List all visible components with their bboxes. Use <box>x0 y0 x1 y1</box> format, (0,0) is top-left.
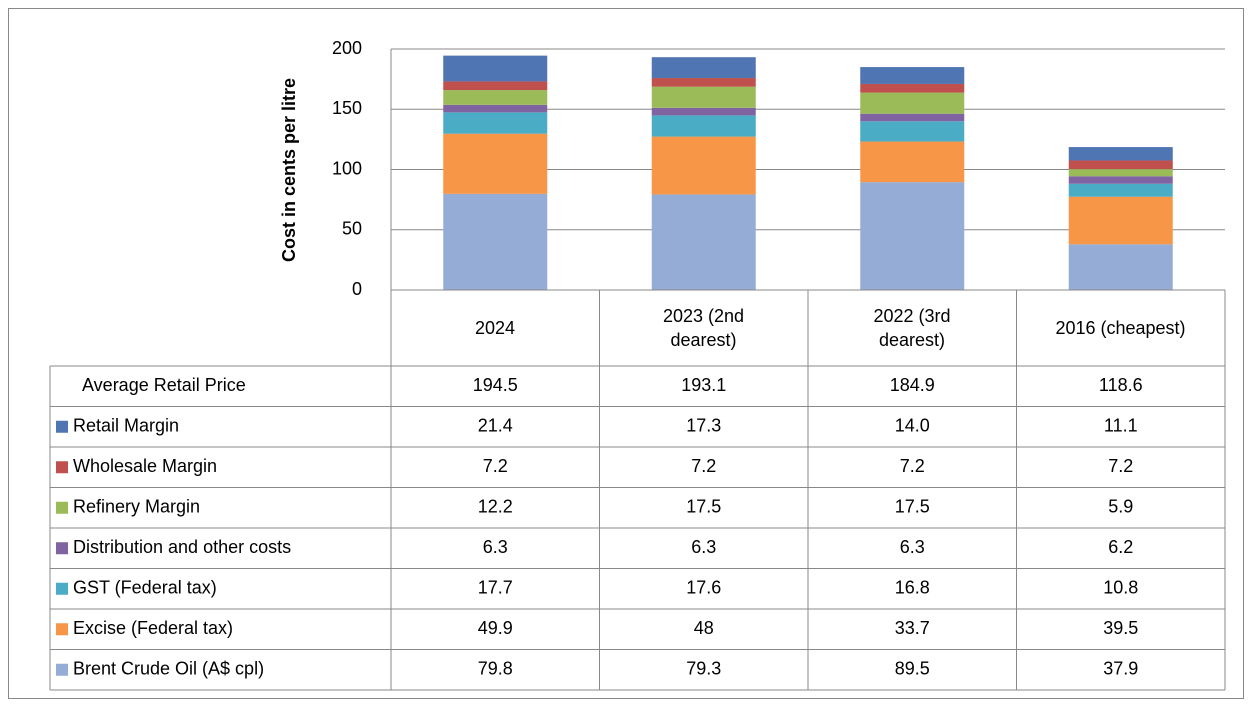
bar-segment <box>860 67 965 84</box>
table-value: 17.6 <box>686 578 721 598</box>
table-value: 7.2 <box>900 456 925 476</box>
table-value: 7.2 <box>691 456 716 476</box>
bar-segment <box>651 194 756 290</box>
legend-key <box>56 542 68 555</box>
legend-key <box>56 420 68 433</box>
legend-key <box>56 582 68 595</box>
legend-label: Refinery Margin <box>73 497 200 517</box>
table-value: 33.7 <box>895 618 930 638</box>
legend-key <box>56 501 68 514</box>
table-value: 79.8 <box>478 659 513 679</box>
table-value: 194.5 <box>473 375 518 395</box>
table-value: 193.1 <box>681 375 726 395</box>
category-cell-box: 2022 (3rd dearest) <box>808 290 1016 366</box>
table-value: 79.3 <box>686 659 721 679</box>
table-value: 48 <box>694 618 714 638</box>
table-value: 118.6 <box>1099 375 1143 395</box>
y-tick-label: 0 <box>352 279 362 299</box>
bar-segment <box>1068 183 1173 197</box>
bar-segment <box>860 92 965 114</box>
bar-segment <box>860 113 965 122</box>
bar-segment <box>860 121 965 142</box>
bar-segment <box>860 141 965 183</box>
bar-segment <box>1068 160 1173 170</box>
category-cell: 2022 (3rd dearest) <box>808 290 1016 366</box>
category-cell: 2023 (2nd dearest) <box>600 290 808 366</box>
bar-segment <box>651 136 756 195</box>
table-value: 49.9 <box>478 618 513 638</box>
bar-segment <box>443 55 548 82</box>
legend-label: GST (Federal tax) <box>73 578 217 598</box>
y-axis-title: Cost in cents per litre <box>279 78 299 262</box>
legend-label: Distribution and other costs <box>73 537 291 557</box>
row-label: Average Retail Price <box>82 375 246 395</box>
table-value: 12.2 <box>478 497 513 517</box>
table-value: 37.9 <box>1103 659 1138 679</box>
bar-segment <box>860 182 965 290</box>
bar-segment <box>651 115 756 137</box>
legend-key <box>56 623 68 636</box>
x-tick-label: 2016 (cheapest) <box>1055 318 1186 338</box>
category-cell-box: 2023 (2nd dearest) <box>600 290 808 366</box>
legend-label: Excise (Federal tax) <box>73 618 233 638</box>
table-value: 16.8 <box>895 578 930 598</box>
bar-segment <box>443 104 548 113</box>
table-value: 39.5 <box>1103 618 1138 638</box>
table-value: 184.9 <box>890 375 935 395</box>
x-tick-label: 2022 (3rd dearest) <box>873 306 951 350</box>
x-tick-label: 2024 <box>474 318 516 338</box>
x-tick-label: 2023 (2nd dearest) <box>662 306 745 350</box>
table-value: 17.3 <box>686 416 721 436</box>
table-value: 17.7 <box>478 578 513 598</box>
bar-segment <box>1068 176 1173 184</box>
bar-segment <box>651 107 756 116</box>
y-tick-label: 150 <box>332 98 362 118</box>
bar-segment <box>1068 147 1173 161</box>
bar-segment <box>1068 196 1173 245</box>
bar-segment <box>443 133 548 194</box>
category-cell-box: 2024 <box>391 290 599 366</box>
table-value: 17.5 <box>895 497 930 517</box>
bar-segment <box>860 83 965 93</box>
legend-label: Brent Crude Oil (A$ cpl) <box>73 659 264 679</box>
table-value: 6.2 <box>1108 537 1133 557</box>
bar-segment <box>443 193 548 290</box>
legend-label: Retail Margin <box>73 416 179 436</box>
table-value: 6.3 <box>483 537 508 557</box>
table-value: 14.0 <box>895 416 930 436</box>
table-value: 89.5 <box>895 659 930 679</box>
bar-segment <box>443 81 548 91</box>
bar-segment <box>1068 169 1173 177</box>
table-value: 10.8 <box>1103 578 1138 598</box>
table-value: 11.1 <box>1104 416 1138 436</box>
category-cell: 2016 (cheapest) <box>1017 290 1225 366</box>
table-value: 21.4 <box>478 416 513 436</box>
bar-segment <box>1068 244 1173 290</box>
bar-segment <box>651 78 756 87</box>
table-value: 7.2 <box>1108 456 1133 476</box>
table-value: 5.9 <box>1108 497 1133 517</box>
legend-key <box>56 663 68 676</box>
legend-key <box>56 461 68 474</box>
chart-frame <box>8 8 1244 699</box>
category-cell: 2024 <box>391 290 599 366</box>
table-value: 6.3 <box>900 537 925 557</box>
y-tick-label: 100 <box>332 158 362 178</box>
table-value: 6.3 <box>691 537 716 557</box>
bar-segment <box>651 86 756 108</box>
table-value: 7.2 <box>483 456 508 476</box>
category-cell-box: 2016 (cheapest) <box>1017 290 1225 366</box>
bar-segment <box>443 90 548 105</box>
legend-label: Wholesale Margin <box>73 456 217 476</box>
y-tick-label: 200 <box>332 38 362 58</box>
bar-segment <box>443 112 548 134</box>
y-tick-label: 50 <box>342 219 362 239</box>
bar-segment <box>651 57 756 79</box>
table-value: 17.5 <box>686 497 721 517</box>
